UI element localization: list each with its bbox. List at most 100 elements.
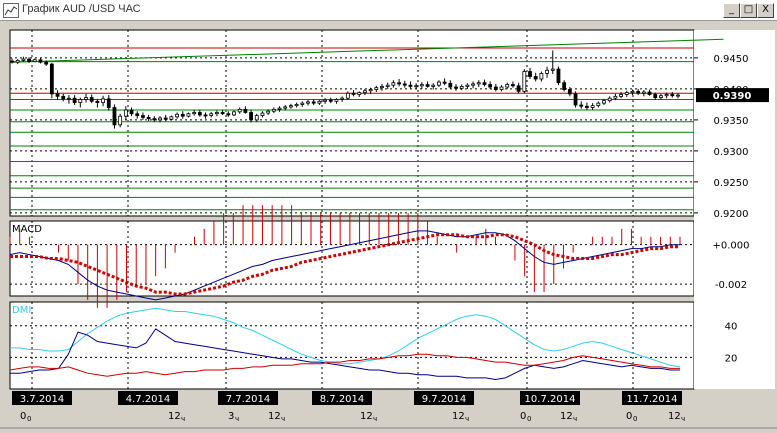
date-label-box-6 xyxy=(622,391,682,405)
candle-body-112 xyxy=(647,91,652,95)
candle-body-100 xyxy=(579,104,584,107)
hour-label-sub-1: ч xyxy=(181,415,185,423)
candle-body-110 xyxy=(636,90,641,94)
date-label-box-0 xyxy=(12,391,72,405)
candle-body-8 xyxy=(55,93,60,97)
candle-body-108 xyxy=(624,92,629,95)
maximize-button[interactable]: □ xyxy=(740,3,757,18)
close-button[interactable]: X xyxy=(757,3,774,18)
candle-body-38 xyxy=(226,113,231,116)
candle-body-59 xyxy=(345,92,350,99)
candle-body-82 xyxy=(476,82,481,85)
candle-body-12 xyxy=(78,99,83,103)
candle-body-69 xyxy=(402,83,407,86)
price-tick-label-4: 0.9250 xyxy=(714,178,749,189)
candle-body-68 xyxy=(397,82,401,85)
candle-body-22 xyxy=(135,113,140,116)
candle-body-27 xyxy=(163,117,168,120)
candle-body-13 xyxy=(84,97,88,100)
candle-body-102 xyxy=(590,105,595,108)
candle-body-46 xyxy=(271,108,276,112)
candle-body-84 xyxy=(488,84,493,88)
macd-panel-title: MACD xyxy=(12,224,42,235)
hour-label-sub-5: ч xyxy=(465,415,469,423)
price-tick-label-2: 0.9350 xyxy=(714,116,749,127)
price-tick-label-3: 0.9300 xyxy=(714,147,749,158)
dmi-plus-line xyxy=(10,328,680,381)
dmi-minus-line xyxy=(9,353,680,377)
candle-body-26 xyxy=(158,117,162,121)
candle-body-9 xyxy=(61,95,66,100)
candle-body-36 xyxy=(215,112,219,115)
candle-body-34 xyxy=(203,114,208,117)
price-tick-label-5: 0.9200 xyxy=(714,209,749,220)
trend-line xyxy=(11,38,724,63)
candle-body-114 xyxy=(659,95,663,98)
dmi-tick-label-0: 40 xyxy=(725,322,738,333)
candle-body-81 xyxy=(471,83,475,86)
candle-body-42 xyxy=(249,112,253,121)
panel-1-frame xyxy=(9,29,695,217)
title-bar[interactable]: График AUD /USD ЧАС _ □ X xyxy=(0,0,777,21)
hour-label-7: 12 xyxy=(560,411,573,422)
dmi-tick-label-1: 20 xyxy=(725,353,738,364)
macd-tick-label-1: -0.002 xyxy=(715,280,747,291)
candle-body-66 xyxy=(385,84,390,87)
candle-body-33 xyxy=(197,112,202,116)
hour-label-sub-7: ч xyxy=(573,415,577,423)
candle-body-79 xyxy=(459,86,464,89)
candle-body-70 xyxy=(408,84,413,87)
hour-label-sub-8: 0 xyxy=(633,415,637,423)
candle-body-14 xyxy=(89,97,94,102)
hour-label-sub-9: ч xyxy=(681,415,685,423)
date-label-box-3 xyxy=(312,391,372,405)
candle-body-98 xyxy=(567,89,572,95)
chart-svg[interactable]: 0.94500.94000.93500.93000.92500.92000.93… xyxy=(0,20,777,429)
hour-label-4: 12 xyxy=(360,411,373,422)
date-label-box-5 xyxy=(520,391,580,405)
hour-label-9: 12 xyxy=(668,411,681,422)
candle-body-4 xyxy=(32,59,37,63)
candle-body-62 xyxy=(363,90,367,94)
candle-body-99 xyxy=(573,93,578,106)
candle-body-106 xyxy=(613,95,618,99)
candle-body-92 xyxy=(533,76,538,80)
hour-label-8: 0 xyxy=(626,411,632,422)
dmi-panel-title: DMI xyxy=(12,305,31,316)
hour-label-sub-6: 0 xyxy=(527,415,531,423)
candle-body-74 xyxy=(431,84,436,87)
candle-body-3 xyxy=(27,58,31,63)
candle-body-29 xyxy=(175,113,179,118)
candle-body-52 xyxy=(306,101,310,104)
candle-body-57 xyxy=(334,99,339,102)
candle-body-41 xyxy=(243,108,248,113)
candle-body-65 xyxy=(380,86,384,89)
candle-body-111 xyxy=(641,91,646,94)
candle-body-18 xyxy=(112,107,117,126)
candle-body-17 xyxy=(106,98,111,108)
candle-body-6 xyxy=(44,61,49,65)
current-price-label: 0.9390 xyxy=(713,91,752,102)
candle-body-2 xyxy=(21,58,26,61)
window-title: График AUD /USD ЧАС xyxy=(22,3,141,15)
candle-body-113 xyxy=(653,94,658,98)
hour-label-0: 0 xyxy=(20,411,26,422)
candle-body-90 xyxy=(522,71,527,92)
current-price-box xyxy=(696,88,769,103)
candle-body-67 xyxy=(391,82,396,86)
date-label-1: 4.7.2014 xyxy=(126,394,171,405)
date-label-2: 7.7.2014 xyxy=(226,394,271,405)
candle-body-16 xyxy=(101,98,105,103)
chart-area[interactable]: 0.94500.94000.93500.93000.92500.92000.93… xyxy=(0,20,777,429)
candle-body-49 xyxy=(289,105,293,108)
candle-body-21 xyxy=(129,109,134,115)
candle-body-25 xyxy=(152,118,157,121)
candle-body-94 xyxy=(545,69,549,74)
candle-body-91 xyxy=(528,71,532,77)
minimize-button[interactable]: _ xyxy=(723,3,740,18)
candle-body-39 xyxy=(232,111,236,116)
candle-body-30 xyxy=(180,113,185,117)
price-tick-label-0: 0.9450 xyxy=(714,54,749,65)
date-label-box-1 xyxy=(118,391,178,405)
candle-body-73 xyxy=(425,84,430,87)
